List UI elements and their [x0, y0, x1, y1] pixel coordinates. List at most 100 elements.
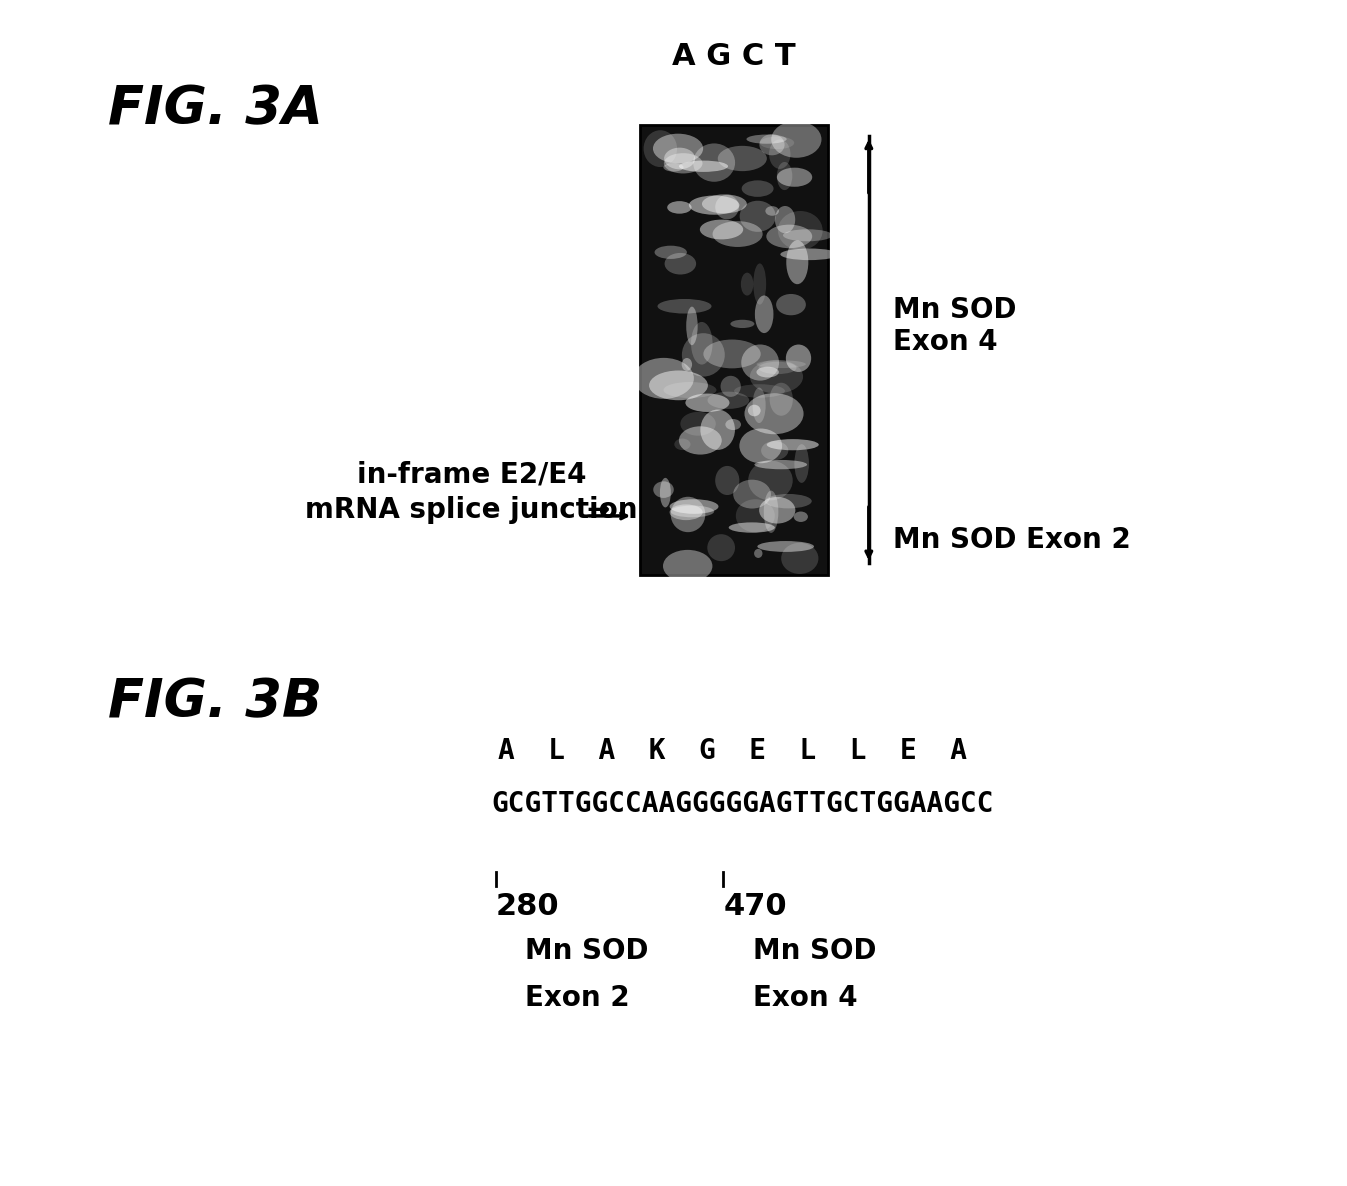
Ellipse shape — [769, 140, 791, 168]
Ellipse shape — [663, 550, 713, 582]
Ellipse shape — [682, 358, 692, 371]
Ellipse shape — [754, 549, 762, 557]
Ellipse shape — [750, 359, 803, 394]
Ellipse shape — [787, 241, 808, 285]
Ellipse shape — [694, 144, 735, 181]
Ellipse shape — [769, 383, 793, 416]
Ellipse shape — [655, 246, 687, 259]
Text: Exon 4: Exon 4 — [753, 984, 858, 1013]
Ellipse shape — [691, 321, 713, 364]
Ellipse shape — [776, 294, 806, 315]
Ellipse shape — [780, 249, 838, 260]
Ellipse shape — [707, 391, 749, 409]
Ellipse shape — [775, 206, 795, 234]
Ellipse shape — [757, 366, 779, 377]
Bar — [640, 125, 828, 575]
Ellipse shape — [734, 384, 785, 397]
Text: Mn SOD Exon 2: Mn SOD Exon 2 — [893, 525, 1131, 554]
Ellipse shape — [777, 167, 812, 186]
Ellipse shape — [657, 299, 711, 313]
Ellipse shape — [671, 497, 706, 533]
Text: GCGTTGGCCAAGGGGGAGTTGCTGGAAGCC: GCGTTGGCCAAGGGGGAGTTGCTGGAAGCC — [492, 790, 994, 818]
Ellipse shape — [718, 146, 766, 171]
Ellipse shape — [664, 147, 695, 170]
Ellipse shape — [781, 543, 819, 574]
Text: Mn SOD: Mn SOD — [753, 937, 877, 965]
Text: →: → — [586, 496, 609, 524]
Ellipse shape — [686, 394, 730, 412]
Ellipse shape — [757, 541, 814, 551]
Ellipse shape — [702, 195, 746, 213]
Ellipse shape — [730, 320, 754, 329]
Ellipse shape — [721, 376, 741, 397]
Ellipse shape — [748, 404, 761, 416]
Ellipse shape — [669, 504, 703, 521]
Ellipse shape — [679, 426, 722, 454]
Ellipse shape — [746, 134, 787, 144]
Ellipse shape — [653, 134, 703, 164]
Ellipse shape — [766, 439, 819, 451]
Ellipse shape — [785, 344, 811, 372]
Ellipse shape — [758, 362, 796, 374]
Text: mRNA splice junction: mRNA splice junction — [306, 496, 637, 524]
Ellipse shape — [733, 479, 770, 509]
Ellipse shape — [764, 491, 779, 533]
Ellipse shape — [713, 221, 762, 247]
Ellipse shape — [707, 534, 735, 561]
Ellipse shape — [761, 441, 788, 460]
Ellipse shape — [740, 200, 776, 232]
Ellipse shape — [686, 307, 698, 345]
Ellipse shape — [633, 358, 694, 398]
Ellipse shape — [653, 482, 674, 498]
Ellipse shape — [725, 419, 741, 431]
Ellipse shape — [748, 460, 793, 500]
Text: 280: 280 — [496, 892, 559, 920]
Ellipse shape — [765, 206, 779, 216]
Ellipse shape — [783, 229, 832, 241]
Ellipse shape — [675, 439, 691, 451]
Text: A  L  A  K  G  E  L  L  E  A: A L A K G E L L E A — [498, 737, 967, 765]
Ellipse shape — [729, 522, 775, 533]
Ellipse shape — [682, 333, 725, 377]
Ellipse shape — [760, 497, 795, 523]
Text: Mn SOD: Mn SOD — [525, 937, 649, 965]
Ellipse shape — [735, 499, 775, 533]
Ellipse shape — [660, 478, 671, 508]
Ellipse shape — [772, 121, 822, 158]
Ellipse shape — [754, 460, 807, 470]
Text: A G C T: A G C T — [672, 43, 796, 71]
Ellipse shape — [680, 412, 715, 435]
Text: 470: 470 — [723, 892, 787, 920]
Ellipse shape — [703, 339, 761, 369]
Ellipse shape — [742, 180, 773, 197]
Ellipse shape — [669, 499, 718, 514]
Text: Exon 2: Exon 2 — [525, 984, 630, 1013]
Ellipse shape — [765, 493, 812, 509]
Ellipse shape — [754, 295, 773, 333]
Ellipse shape — [741, 344, 779, 381]
Ellipse shape — [663, 162, 683, 172]
Ellipse shape — [664, 253, 696, 274]
Ellipse shape — [760, 134, 784, 155]
Ellipse shape — [664, 382, 717, 398]
Ellipse shape — [671, 505, 714, 517]
Ellipse shape — [715, 195, 740, 219]
Ellipse shape — [679, 160, 727, 172]
Text: Mn SOD
Exon 4: Mn SOD Exon 4 — [893, 296, 1017, 356]
Text: in-frame E2/E4: in-frame E2/E4 — [357, 460, 586, 489]
Ellipse shape — [753, 388, 765, 423]
Ellipse shape — [745, 394, 804, 434]
Ellipse shape — [700, 409, 735, 449]
Ellipse shape — [753, 263, 766, 305]
Ellipse shape — [777, 162, 792, 190]
Text: FIG. 3A: FIG. 3A — [108, 83, 323, 135]
Ellipse shape — [715, 466, 740, 495]
Ellipse shape — [649, 370, 709, 400]
Ellipse shape — [757, 361, 806, 368]
Text: FIG. 3B: FIG. 3B — [108, 676, 322, 728]
Ellipse shape — [760, 136, 795, 149]
Ellipse shape — [688, 196, 740, 215]
Ellipse shape — [740, 428, 783, 464]
Ellipse shape — [644, 130, 678, 167]
Ellipse shape — [741, 273, 753, 295]
